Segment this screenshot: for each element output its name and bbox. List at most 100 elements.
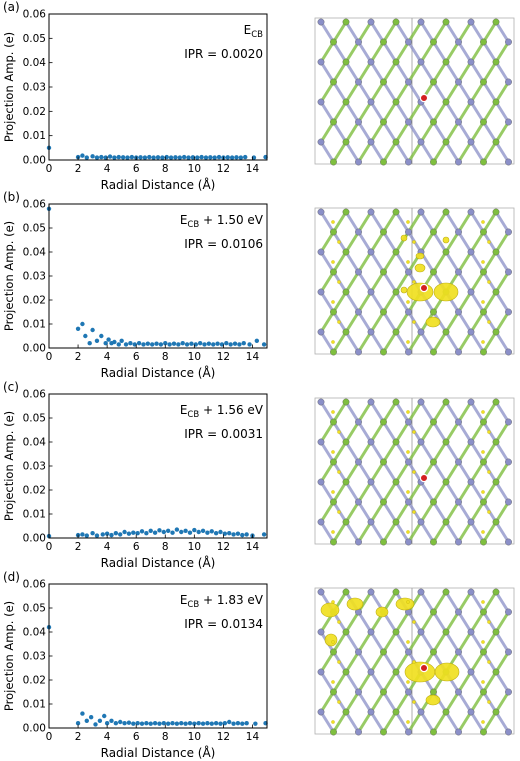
bond <box>369 81 385 103</box>
bond <box>457 711 473 733</box>
bond <box>419 141 435 163</box>
atom <box>405 458 412 466</box>
data-point <box>196 721 201 726</box>
isosurface-dot <box>412 470 416 474</box>
bond <box>432 251 448 273</box>
data-point <box>160 155 165 160</box>
bond <box>357 291 373 313</box>
data-point <box>113 531 119 536</box>
cell-outline <box>314 207 515 355</box>
bond <box>344 231 360 253</box>
bond <box>457 101 473 123</box>
energy-subscript: CB <box>187 220 199 230</box>
data-point <box>136 341 142 346</box>
bond <box>382 271 398 293</box>
atom <box>342 58 350 66</box>
atom <box>317 518 325 526</box>
bond <box>357 671 373 693</box>
bond <box>444 41 460 63</box>
atom <box>317 668 325 676</box>
isosurface-dot <box>331 220 335 224</box>
bond <box>444 591 460 613</box>
bond <box>357 41 373 63</box>
crystal-structure-1 <box>314 17 515 166</box>
defect-atom <box>419 473 429 483</box>
bond <box>469 441 485 463</box>
data-point <box>103 341 108 346</box>
isosurface-dot <box>481 680 485 684</box>
atom <box>317 328 325 336</box>
atom <box>380 118 387 126</box>
atom <box>392 18 400 26</box>
bond <box>332 671 348 693</box>
atoms <box>317 398 512 546</box>
bond <box>494 711 510 733</box>
bond <box>332 521 348 543</box>
data-point <box>240 532 245 538</box>
bond <box>444 251 460 273</box>
isosurface-dot <box>337 320 341 324</box>
atom <box>342 248 350 256</box>
atom <box>367 328 375 336</box>
bond <box>469 521 485 543</box>
atom <box>480 538 487 546</box>
bond <box>344 331 360 353</box>
bond <box>482 331 498 353</box>
bond <box>494 441 510 463</box>
isosurface-dot <box>331 600 335 604</box>
bond <box>357 691 373 713</box>
atom <box>330 688 337 696</box>
atom <box>492 58 500 66</box>
atom <box>405 38 412 46</box>
atom <box>492 438 500 446</box>
atom <box>467 518 475 526</box>
bond <box>444 21 460 43</box>
bond <box>469 461 485 483</box>
atom <box>417 398 425 406</box>
atom <box>442 478 450 486</box>
bond <box>457 461 473 483</box>
bond <box>357 101 373 123</box>
atom <box>455 608 462 616</box>
atom <box>380 268 387 276</box>
atom <box>380 348 387 356</box>
bond <box>469 251 485 273</box>
bond <box>457 481 473 503</box>
bond <box>432 21 448 43</box>
data-point <box>197 341 203 346</box>
bond <box>394 101 410 123</box>
atom <box>492 628 500 636</box>
atom <box>480 648 487 656</box>
bond <box>494 521 510 543</box>
atom <box>367 248 375 256</box>
bond <box>482 251 498 273</box>
atom <box>405 228 412 236</box>
data-point <box>247 342 252 347</box>
bond <box>319 481 335 503</box>
data-point <box>228 342 233 347</box>
bond <box>357 481 373 503</box>
data-point <box>120 155 126 160</box>
bond <box>419 591 435 613</box>
atom <box>430 78 437 86</box>
bond <box>382 711 398 733</box>
bond <box>344 251 360 273</box>
bond <box>332 41 348 63</box>
bond <box>394 291 410 313</box>
isosurface-lobe <box>400 286 408 294</box>
isosurface-dot <box>481 220 485 224</box>
bond <box>457 121 473 143</box>
data-point <box>94 155 100 160</box>
data-point <box>180 341 185 346</box>
bond <box>394 141 410 163</box>
bond <box>494 101 510 123</box>
atom <box>330 648 337 656</box>
atom <box>467 668 475 676</box>
bond <box>344 421 360 443</box>
atom <box>455 348 462 356</box>
bond <box>494 461 510 483</box>
atom <box>480 228 487 236</box>
bond <box>457 81 473 103</box>
atom <box>342 208 350 216</box>
